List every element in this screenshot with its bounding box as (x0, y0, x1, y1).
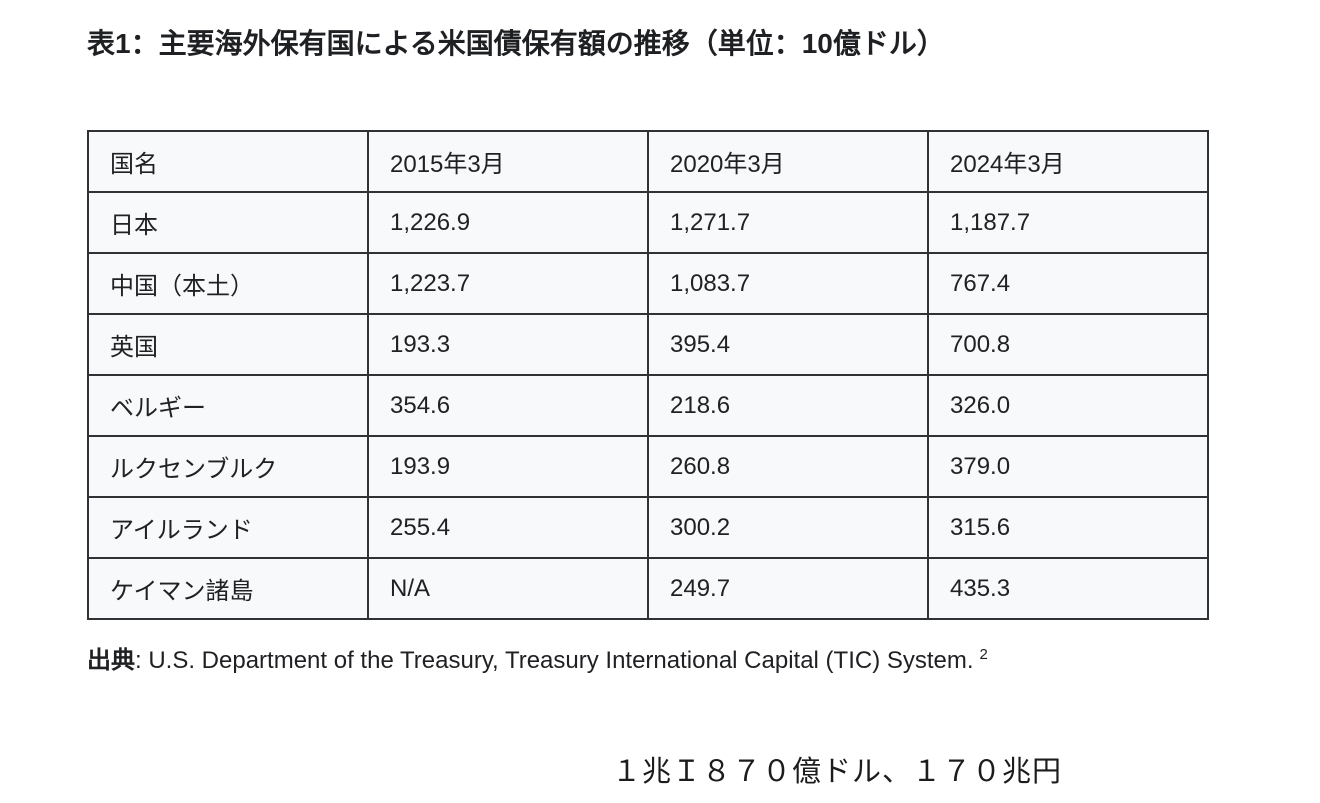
cell-value: 218.6 (647, 374, 929, 437)
cell-value: 767.4 (927, 252, 1209, 315)
cell-country: ルクセンブルク (87, 435, 369, 498)
table-row-china: 中国（本土） 1,223.7 1,083.7 767.4 (87, 252, 1209, 315)
source-note: 出典: U.S. Department of the Treasury, Tre… (87, 640, 988, 675)
cell-country: 中国（本土） (87, 252, 369, 315)
table-row-luxembourg: ルクセンブルク 193.9 260.8 379.0 (87, 435, 1209, 498)
cell-country: 日本 (87, 191, 369, 254)
cell-value: 435.3 (927, 557, 1209, 620)
cell-country: 英国 (87, 313, 369, 376)
cell-value: 379.0 (927, 435, 1209, 498)
table-row-japan: 日本 1,226.9 1,271.7 1,187.7 (87, 191, 1209, 254)
cell-value: 1,187.7 (927, 191, 1209, 254)
cell-value: 1,226.9 (367, 191, 649, 254)
cell-value: N/A (367, 557, 649, 620)
table-header-row: 国名 2015年3月 2020年3月 2024年3月 (87, 130, 1209, 193)
header-2024: 2024年3月 (927, 130, 1209, 193)
cell-value: 193.3 (367, 313, 649, 376)
table-row-cayman: ケイマン諸島 N/A 249.7 435.3 (87, 557, 1209, 620)
cell-value: 1,083.7 (647, 252, 929, 315)
cell-value: 315.6 (927, 496, 1209, 559)
cell-value: 249.7 (647, 557, 929, 620)
cell-value: 700.8 (927, 313, 1209, 376)
header-2015: 2015年3月 (367, 130, 649, 193)
handwritten-annotation: １兆Ｉ８７０億ドル、１７０兆円 (612, 756, 1063, 788)
us-treasury-holdings-table: 国名 2015年3月 2020年3月 2024年3月 日本 1,226.9 1,… (87, 130, 1209, 620)
cell-value: 1,271.7 (647, 191, 929, 254)
cell-value: 326.0 (927, 374, 1209, 437)
cell-value: 193.9 (367, 435, 649, 498)
footnote-ref: 2 (979, 646, 988, 663)
cell-value: 260.8 (647, 435, 929, 498)
cell-value: 1,223.7 (367, 252, 649, 315)
cell-country: ケイマン諸島 (87, 557, 369, 620)
header-2020: 2020年3月 (647, 130, 929, 193)
cell-country: アイルランド (87, 496, 369, 559)
source-label: 出典 (87, 647, 135, 674)
cell-value: 300.2 (647, 496, 929, 559)
cell-value: 395.4 (647, 313, 929, 376)
cell-value: 255.4 (367, 496, 649, 559)
table-row-uk: 英国 193.3 395.4 700.8 (87, 313, 1209, 376)
header-country: 国名 (87, 130, 369, 193)
source-text: : U.S. Department of the Treasury, Treas… (135, 647, 974, 674)
table-row-ireland: アイルランド 255.4 300.2 315.6 (87, 496, 1209, 559)
cell-country: ベルギー (87, 374, 369, 437)
table-row-belgium: ベルギー 354.6 218.6 326.0 (87, 374, 1209, 437)
page-title: 表1：主要海外保有国による米国債保有額の推移（単位：10億ドル） (87, 28, 945, 59)
cell-value: 354.6 (367, 374, 649, 437)
